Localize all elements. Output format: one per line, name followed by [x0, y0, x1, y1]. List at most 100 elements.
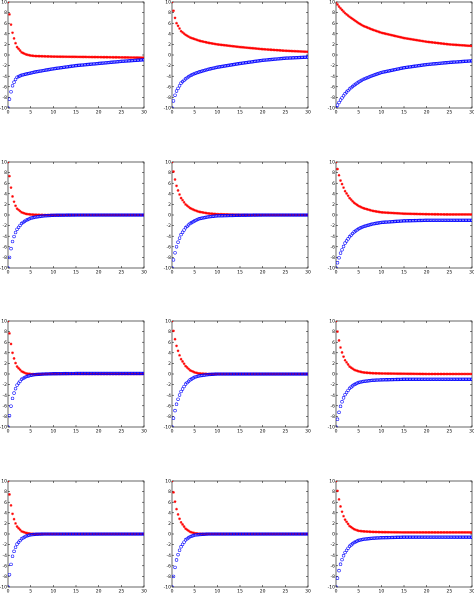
star-marker — [372, 371, 376, 375]
star-marker — [261, 47, 265, 51]
circle-marker — [358, 538, 362, 542]
star-marker — [172, 329, 175, 333]
star-marker — [85, 55, 88, 59]
star-marker — [401, 372, 404, 376]
circle-marker — [189, 534, 194, 538]
circle-marker — [218, 65, 223, 69]
star-marker — [437, 531, 441, 534]
star-marker — [410, 37, 413, 41]
y-tick-label: -8 — [331, 255, 336, 261]
star-marker — [193, 531, 197, 535]
circle-marker — [51, 67, 56, 71]
star-marker — [407, 531, 410, 534]
circle-marker — [202, 68, 206, 73]
star-marker — [179, 357, 183, 361]
circle-marker — [50, 67, 54, 71]
circle-marker — [205, 215, 209, 219]
y-tick-label: 10 — [329, 0, 335, 6]
y-tick-label: -2 — [167, 542, 172, 548]
star-marker — [348, 365, 351, 368]
star-marker — [446, 372, 450, 376]
star-marker — [414, 531, 418, 534]
circle-marker — [253, 59, 257, 64]
star-marker — [463, 531, 466, 534]
star-marker — [358, 22, 362, 26]
circle-marker — [10, 239, 15, 244]
star-marker — [11, 351, 14, 355]
star-marker — [384, 530, 388, 534]
y-tick-label: -10 — [164, 266, 171, 272]
star-marker — [139, 56, 143, 60]
y-tick-label: 0 — [168, 372, 171, 378]
star-marker — [20, 50, 23, 54]
circle-marker — [24, 72, 28, 76]
circle-marker — [13, 230, 18, 235]
y-tick-label: 0 — [4, 213, 7, 219]
circle-marker — [53, 66, 57, 71]
star-marker — [452, 213, 456, 216]
star-marker — [24, 212, 28, 216]
y-tick-label: -6 — [167, 244, 172, 250]
star-marker — [463, 372, 466, 376]
star-marker — [431, 41, 435, 44]
star-marker — [282, 49, 286, 53]
star-marker — [351, 367, 355, 371]
star-marker — [172, 162, 174, 164]
y-tick-label: -2 — [3, 542, 8, 548]
circle-marker — [173, 408, 177, 413]
star-marker — [202, 211, 206, 215]
star-marker — [407, 372, 410, 376]
star-marker — [352, 18, 356, 22]
star-marker — [291, 49, 295, 53]
star-marker — [185, 204, 189, 208]
star-marker — [363, 25, 367, 28]
star-marker — [178, 517, 181, 521]
circle-marker — [304, 372, 308, 376]
star-marker — [387, 530, 391, 534]
star-marker — [381, 530, 385, 534]
star-marker — [387, 211, 391, 215]
star-marker — [393, 211, 397, 215]
circle-marker — [18, 379, 22, 383]
y-tick-label: 4 — [332, 191, 335, 197]
x-tick-label: 20 — [260, 110, 266, 116]
circle-marker — [412, 64, 417, 68]
star-marker — [21, 211, 25, 215]
y-tick-label: 6 — [4, 500, 7, 506]
circle-marker — [24, 374, 28, 379]
star-marker — [360, 370, 364, 374]
star-marker — [18, 49, 22, 52]
circle-marker — [233, 62, 238, 66]
circle-marker — [21, 73, 25, 77]
star-marker — [426, 212, 430, 216]
circle-marker — [13, 545, 18, 549]
star-marker — [17, 366, 20, 370]
star-marker — [9, 342, 13, 346]
star-marker — [32, 54, 36, 58]
x-tick-label: 15 — [237, 110, 243, 116]
star-marker — [250, 46, 254, 50]
x-tick-label: 25 — [446, 110, 452, 116]
star-marker — [45, 55, 49, 58]
star-marker — [351, 199, 355, 203]
x-tick-label: 15 — [237, 429, 243, 435]
circle-marker — [9, 246, 13, 251]
star-marker — [299, 50, 302, 53]
star-marker — [411, 531, 415, 534]
series-red-stars — [336, 481, 472, 534]
star-marker — [396, 372, 400, 376]
x-tick-label: 25 — [446, 589, 452, 594]
y-tick-label: -4 — [167, 393, 172, 399]
axes-frame — [335, 1, 473, 109]
circle-marker — [369, 74, 373, 78]
y-tick-label: -8 — [3, 95, 8, 101]
star-marker — [173, 16, 177, 20]
y-tick-label: 2 — [332, 202, 335, 208]
star-marker — [367, 26, 371, 30]
star-marker — [59, 55, 63, 59]
star-marker — [345, 12, 348, 16]
y-tick-label: 2 — [332, 42, 335, 48]
star-marker — [215, 43, 219, 46]
star-marker — [441, 42, 445, 46]
circle-marker — [39, 69, 43, 73]
